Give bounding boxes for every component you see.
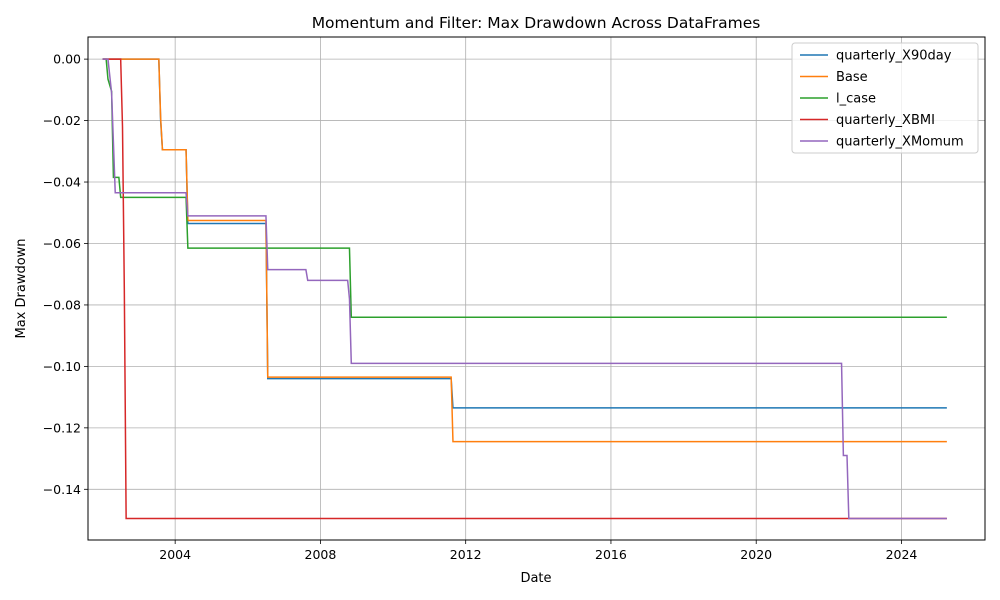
legend-label: quarterly_XBMI bbox=[836, 113, 935, 128]
x-axis-label: Date bbox=[520, 571, 551, 586]
y-tick-label: −0.06 bbox=[43, 236, 81, 251]
series-line-base bbox=[102, 58, 947, 443]
grid-lines bbox=[88, 37, 985, 540]
y-tick-label: −0.04 bbox=[43, 175, 81, 190]
legend-box bbox=[791, 42, 979, 154]
series-line-quarterly-xbmi bbox=[102, 58, 947, 520]
y-axis-label: Max Drawdown bbox=[14, 238, 29, 338]
x-tick-label: 2016 bbox=[595, 547, 627, 562]
legend-label: Base bbox=[836, 70, 868, 85]
y-tick-label: 0.00 bbox=[53, 52, 81, 67]
y-tick-label: −0.14 bbox=[43, 482, 81, 497]
y-tick-label: −0.12 bbox=[43, 420, 81, 435]
y-tick-label: −0.10 bbox=[43, 359, 81, 374]
x-tick-label: 2024 bbox=[886, 547, 918, 562]
axis-ticks: 2004 2008 2012 2016 2020 2024 0.00 −0.02 −0.04 −0… bbox=[43, 52, 918, 562]
x-tick-label: 2004 bbox=[159, 547, 191, 562]
series-lines bbox=[102, 58, 947, 520]
chart-title: Momentum and Filter: Max Drawdown Across… bbox=[312, 14, 761, 32]
y-tick-label: −0.08 bbox=[43, 297, 81, 312]
series-line-quarterly-xmomum bbox=[102, 58, 947, 520]
legend-label: l_case bbox=[836, 92, 876, 107]
x-tick-label: 2020 bbox=[740, 547, 772, 562]
series-line-l-case bbox=[102, 58, 947, 318]
x-tick-label: 2012 bbox=[450, 547, 482, 562]
legend-label: quarterly_XMomum bbox=[836, 135, 964, 150]
y-tick-label: −0.02 bbox=[43, 113, 81, 128]
legend-label: quarterly_X90day bbox=[836, 49, 952, 64]
legend: quarterly_X90day Base l_case quarterly_XBMI… bbox=[791, 42, 979, 154]
plot-frame bbox=[87, 36, 986, 541]
x-tick-label: 2008 bbox=[305, 547, 337, 562]
